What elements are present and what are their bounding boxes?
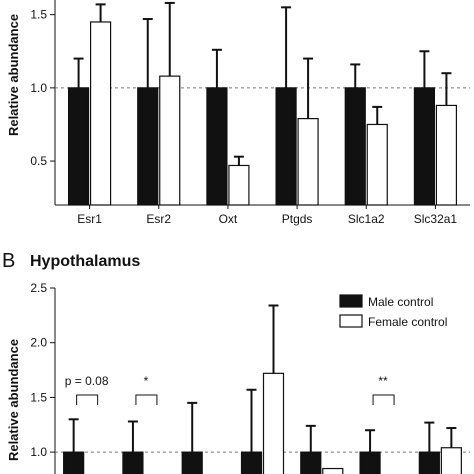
legend-label: Male control [368, 295, 433, 309]
legend-label: Female control [368, 315, 447, 329]
significance-label: ** [378, 374, 388, 388]
bar-male-control [360, 452, 380, 474]
bar-female-control [229, 165, 249, 205]
y-tick-label: 1.5 [30, 390, 47, 404]
bar-male-control [301, 452, 321, 474]
significance-bracket [136, 395, 157, 405]
bar-male-control [276, 88, 296, 205]
legend-swatch-female [340, 315, 362, 327]
bar-male-control [64, 452, 84, 474]
panel-b-letter: B [2, 250, 15, 272]
panel-a-chart: 0.5 1.0 1.5 Relative abundance Esr1 Esr2 Oxt Pt… [6, 0, 470, 226]
x-tick-label: Oxt [219, 212, 238, 226]
bar-male-control [419, 452, 439, 474]
bar-male-control [123, 452, 143, 474]
bar-female-control [160, 76, 180, 205]
bar-female-control [91, 22, 111, 205]
significance-bracket [373, 395, 394, 405]
bar-female-control [441, 448, 461, 474]
x-tick-label: Esr1 [77, 212, 102, 226]
y-axis-label: Relative abundance [6, 14, 21, 136]
bar-female-control [323, 469, 343, 474]
significance-bracket [77, 395, 98, 405]
y-tick-label: 1.5 [30, 8, 47, 22]
y-tick-label: 2.5 [30, 281, 47, 295]
y-axis-label: Relative abundance [6, 339, 21, 461]
bar-female-control [264, 373, 284, 474]
y-tick-label: 1.0 [30, 445, 47, 459]
bar-female-control [298, 119, 318, 205]
x-tick-label: Ptgds [282, 212, 313, 226]
x-tick-label: Esr2 [146, 212, 171, 226]
bar-male-control [182, 452, 202, 474]
bar-male-control [242, 452, 262, 474]
bar-male-control [414, 88, 434, 205]
y-tick-label: 0.5 [30, 154, 47, 168]
x-tick-label: Slc1a2 [348, 212, 385, 226]
significance-label: p = 0.08 [65, 374, 109, 388]
y-tick-label: 2.0 [30, 336, 47, 350]
panel-b-title: Hypothalamus [30, 253, 140, 270]
significance-label: * [144, 374, 149, 388]
bar-female-control [436, 105, 456, 205]
bar-female-control [367, 124, 387, 205]
x-tick-label: Slc32a1 [414, 212, 458, 226]
bar-male-control [207, 88, 227, 205]
bar-male-control [69, 88, 89, 205]
bar-male-control [345, 88, 365, 205]
bar-male-control [138, 88, 158, 205]
y-tick-label: 1.0 [30, 81, 47, 95]
legend-swatch-male [340, 295, 362, 307]
